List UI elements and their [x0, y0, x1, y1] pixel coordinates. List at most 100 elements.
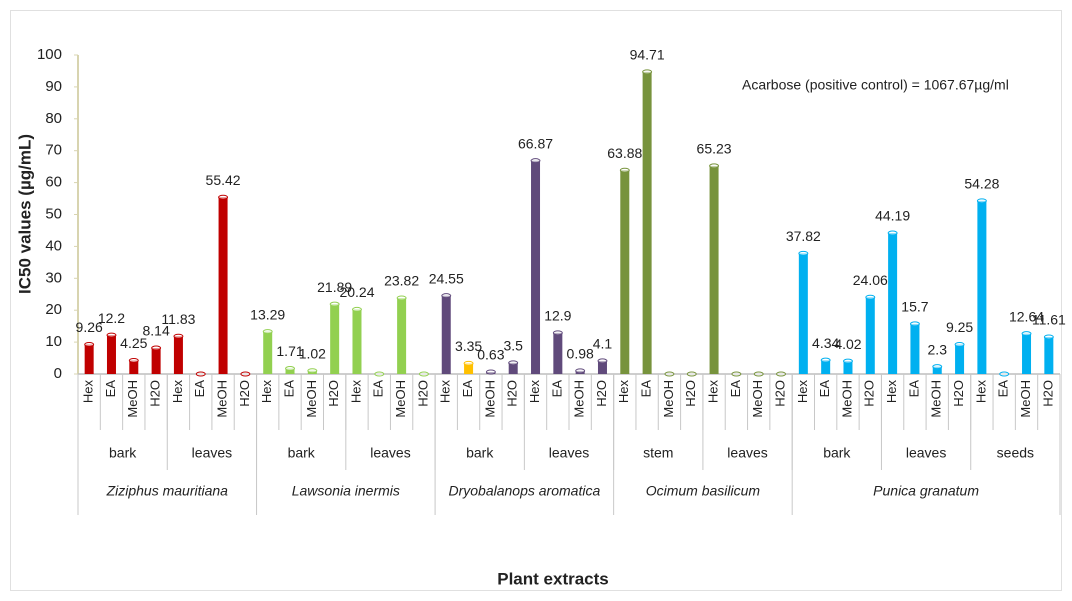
bar [932, 366, 942, 374]
y-tick-label: 90 [45, 78, 62, 95]
bar-cap [508, 360, 519, 366]
bar [330, 304, 340, 374]
x-tick-label: EA [371, 380, 386, 398]
value-label: 2.3 [928, 341, 948, 357]
bar [821, 360, 831, 374]
x-tick-label: MeOH [393, 380, 408, 418]
x-tick-label: EA [906, 380, 921, 398]
bar [843, 361, 853, 374]
value-label: 24.55 [429, 270, 464, 286]
value-label: 12.2 [98, 310, 125, 326]
x-tick-label: Hex [973, 380, 988, 404]
bar [597, 360, 607, 374]
bar-cap [575, 368, 586, 374]
x-tick-label: H2O [326, 380, 341, 407]
x-tick-label: Hex [170, 380, 185, 404]
part-label: leaves [192, 445, 232, 461]
y-tick-label: 30 [45, 269, 62, 286]
value-label: 66.87 [518, 135, 553, 151]
value-label: 23.82 [384, 273, 419, 289]
x-tick-label: Hex [795, 380, 810, 404]
y-tick-label: 40 [45, 237, 62, 254]
value-label: 24.06 [853, 272, 888, 288]
x-tick-label: Hex [259, 380, 274, 404]
bar-cap [976, 198, 987, 204]
value-label: 11.61 [1032, 312, 1066, 328]
bar-cap [664, 371, 675, 377]
bar [888, 233, 898, 374]
x-tick-label: EA [103, 380, 118, 398]
bar-cap [285, 366, 296, 372]
bar-cap [173, 333, 184, 339]
bar-cap [262, 329, 273, 335]
bar [553, 332, 563, 374]
bar-cap [195, 371, 206, 377]
y-tick-label: 0 [54, 365, 62, 382]
x-tick-label: EA [639, 380, 654, 398]
part-label: stem [643, 445, 673, 461]
bar [285, 368, 295, 374]
bar-cap [842, 358, 853, 364]
value-label: 1.71 [276, 343, 303, 359]
x-axis-label: Plant extracts [497, 569, 609, 588]
y-axis-label: IC50 values (µg/mL) [15, 134, 34, 294]
x-tick-label: Hex [81, 380, 96, 404]
x-tick-label: Hex [884, 380, 899, 404]
value-label: 12.64 [1009, 308, 1044, 324]
bar-cap [709, 163, 720, 169]
bar-cap [552, 330, 563, 336]
x-tick-label: H2O [683, 380, 698, 407]
bar-cap [865, 294, 876, 300]
part-label: bark [109, 445, 137, 461]
bar-cap [240, 371, 251, 377]
bar [464, 363, 474, 374]
x-tick-label: MeOH [572, 380, 587, 418]
value-label: 1.02 [299, 345, 326, 361]
y-tick-label: 80 [45, 110, 62, 127]
bar [151, 348, 161, 374]
bar-cap [731, 371, 742, 377]
x-tick-label: MeOH [929, 380, 944, 418]
bar [910, 323, 920, 374]
x-tick-label: Hex [706, 380, 721, 404]
bar-cap [329, 301, 340, 307]
bar-cap [485, 369, 496, 375]
x-tick-label: H2O [237, 380, 252, 407]
bar-cap [351, 306, 362, 312]
bar-cap [776, 371, 787, 377]
part-label: bark [288, 445, 316, 461]
bar-cap [106, 332, 117, 338]
value-label: 4.25 [120, 335, 147, 351]
value-label: 20.24 [339, 284, 374, 300]
bar-cap [909, 321, 920, 327]
value-label: 11.83 [161, 311, 195, 327]
x-tick-label: H2O [772, 380, 787, 407]
part-label: bark [466, 445, 494, 461]
bar-cap [999, 371, 1010, 377]
bar [531, 160, 541, 374]
bar [620, 170, 630, 374]
x-tick-label: H2O [862, 380, 877, 407]
value-label: 37.82 [786, 228, 821, 244]
x-tick-label: MeOH [304, 380, 319, 418]
bar [977, 200, 987, 374]
x-tick-label: MeOH [215, 380, 230, 418]
bar-cap [932, 364, 943, 370]
x-tick-label: H2O [1040, 380, 1055, 407]
part-label: seeds [997, 445, 1034, 461]
x-tick-label: EA [192, 380, 207, 398]
value-label: 44.19 [875, 208, 910, 224]
x-tick-label: H2O [594, 380, 609, 407]
value-label: 21.89 [317, 279, 352, 295]
y-tick-label: 60 [45, 174, 62, 191]
x-tick-label: Hex [616, 380, 631, 404]
value-label: 54.28 [964, 176, 999, 192]
part-label: leaves [906, 445, 946, 461]
value-label: 63.88 [607, 145, 642, 161]
y-tick-label: 70 [45, 142, 62, 159]
x-tick-label: Hex [527, 380, 542, 404]
bar [173, 336, 183, 374]
bar-cap [686, 371, 697, 377]
